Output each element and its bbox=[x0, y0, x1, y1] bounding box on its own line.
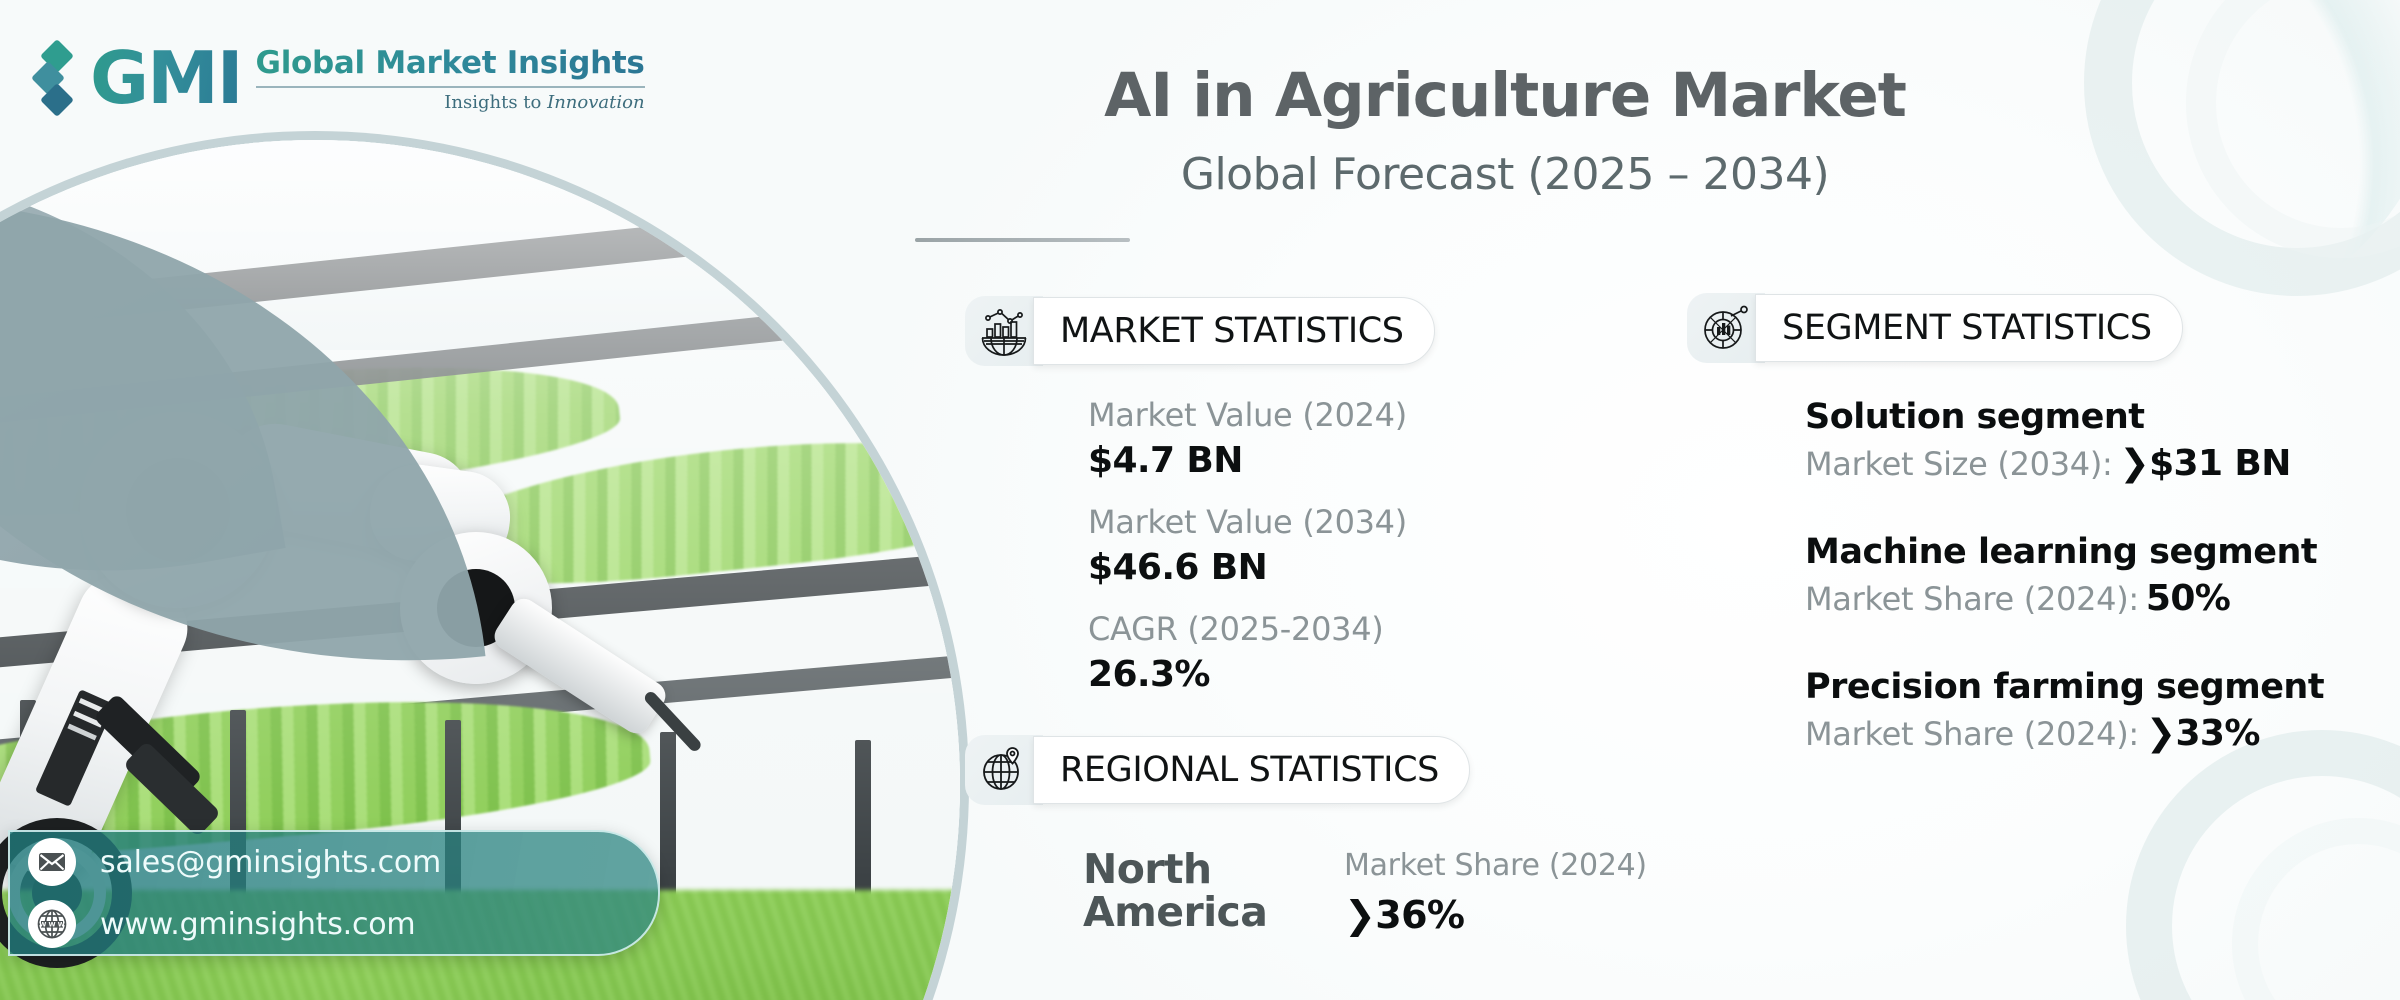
donut-chart-icon bbox=[1687, 293, 1765, 363]
contact-email-row[interactable]: sales@gminsights.com bbox=[28, 838, 658, 886]
segment-statistics-badge[interactable]: SEGMENT STATISTICS bbox=[1687, 293, 2183, 363]
segment-name: Machine learning segment bbox=[1805, 532, 2318, 572]
segment-item: Solution segment Market Size (2034): ❯$3… bbox=[1805, 397, 2324, 484]
segment-metric: Market Share (2024): ❯33% bbox=[1805, 713, 2324, 754]
gmi-logo-text: Global Market Insights Insights to Innov… bbox=[255, 45, 645, 113]
gmi-tagline-italic: Innovation bbox=[547, 92, 645, 113]
gmi-logo-divider bbox=[255, 86, 645, 88]
segment-statistics-body: Solution segment Market Size (2034): ❯$3… bbox=[1805, 397, 2325, 754]
globe-bar-chart-icon bbox=[965, 296, 1043, 366]
market-statistics-label-pill: MARKET STATISTICS bbox=[1033, 297, 1435, 365]
segment-metric-label: Market Size (2034): bbox=[1805, 445, 2113, 483]
region-metric: Market Share (2024) ❯36% bbox=[1344, 848, 1647, 937]
stat-value: 26.3% bbox=[1088, 654, 1211, 695]
segment-metric: Market Size (2034): ❯$31 BN bbox=[1805, 443, 2324, 484]
market-statistics-body: Market Value (2024) $4.7 BN Market Value… bbox=[1088, 396, 1407, 695]
regional-statistics-label-pill: REGIONAL STATISTICS bbox=[1033, 736, 1470, 804]
market-statistics-badge[interactable]: MARKET STATISTICS bbox=[965, 296, 1435, 366]
title-underline bbox=[915, 238, 1130, 242]
regional-statistics-label: REGIONAL STATISTICS bbox=[1060, 750, 1439, 790]
envelope-icon bbox=[28, 838, 76, 886]
gmi-logo[interactable]: GMI Global Market Insights Insights to I… bbox=[31, 36, 645, 121]
page-subtitle: Global Forecast (2025 – 2034) bbox=[1180, 149, 1830, 201]
contact-website[interactable]: www.gminsights.com bbox=[100, 906, 416, 942]
gmi-wordmark: GMI bbox=[90, 36, 244, 121]
contact-email[interactable]: sales@gminsights.com bbox=[100, 844, 442, 880]
header: AI in Agriculture Market Global Forecast… bbox=[915, 60, 2095, 242]
gmi-company-name: Global Market Insights bbox=[255, 45, 645, 81]
svg-text:W W W: W W W bbox=[39, 921, 65, 929]
segment-statistics-label: SEGMENT STATISTICS bbox=[1782, 308, 2152, 348]
region-name: North America bbox=[1083, 845, 1268, 937]
segment-item: Machine learning segment Market Share (2… bbox=[1805, 532, 2324, 619]
contact-website-row[interactable]: W W W www.gminsights.com bbox=[28, 900, 658, 948]
market-stat-row: Market Value (2024) $4.7 BN bbox=[1088, 396, 1407, 481]
segment-metric-value: 50% bbox=[2145, 578, 2231, 619]
www-globe-icon: W W W bbox=[28, 900, 76, 948]
stat-value: $4.7 BN bbox=[1088, 440, 1243, 481]
stat-value: $46.6 BN bbox=[1088, 547, 1268, 588]
gmi-tagline-prefix: Insights to bbox=[444, 92, 548, 113]
stat-value: ❯36% bbox=[1344, 893, 1465, 937]
stat-label: CAGR (2025-2034) bbox=[1088, 610, 1384, 648]
segment-name: Solution segment bbox=[1805, 397, 2145, 437]
segment-statistics-label-pill: SEGMENT STATISTICS bbox=[1755, 294, 2183, 362]
gmi-diamonds-icon bbox=[31, 39, 76, 117]
segment-metric-label: Market Share (2024): bbox=[1805, 580, 2139, 618]
stat-label: Market Value (2034) bbox=[1088, 503, 1407, 541]
regional-statistics-badge[interactable]: REGIONAL STATISTICS bbox=[965, 735, 1470, 805]
gmi-tagline: Insights to Innovation bbox=[256, 92, 645, 113]
segment-metric-label: Market Share (2024): bbox=[1805, 715, 2139, 753]
market-statistics-label: MARKET STATISTICS bbox=[1060, 311, 1404, 351]
segment-metric: Market Share (2024): 50% bbox=[1805, 578, 2324, 619]
regional-statistics-body: North America Market Share (2024) ❯36% bbox=[1083, 845, 1647, 937]
stat-label: Market Value (2024) bbox=[1088, 396, 1407, 434]
segment-metric-value: ❯$31 BN bbox=[2119, 443, 2292, 484]
market-stat-row: CAGR (2025-2034) 26.3% bbox=[1088, 610, 1407, 695]
contact-panel: sales@gminsights.com W W W www.gminsight… bbox=[8, 830, 660, 956]
stat-label: Market Share (2024) bbox=[1344, 848, 1647, 883]
page-title: AI in Agriculture Market bbox=[1104, 60, 1907, 131]
segment-item: Precision farming segment Market Share (… bbox=[1805, 667, 2325, 754]
segment-metric-value: ❯33% bbox=[2145, 713, 2261, 754]
segment-name: Precision farming segment bbox=[1805, 667, 2325, 707]
market-stat-row: Market Value (2034) $46.6 BN bbox=[1088, 503, 1407, 588]
globe-pin-icon bbox=[965, 735, 1043, 805]
